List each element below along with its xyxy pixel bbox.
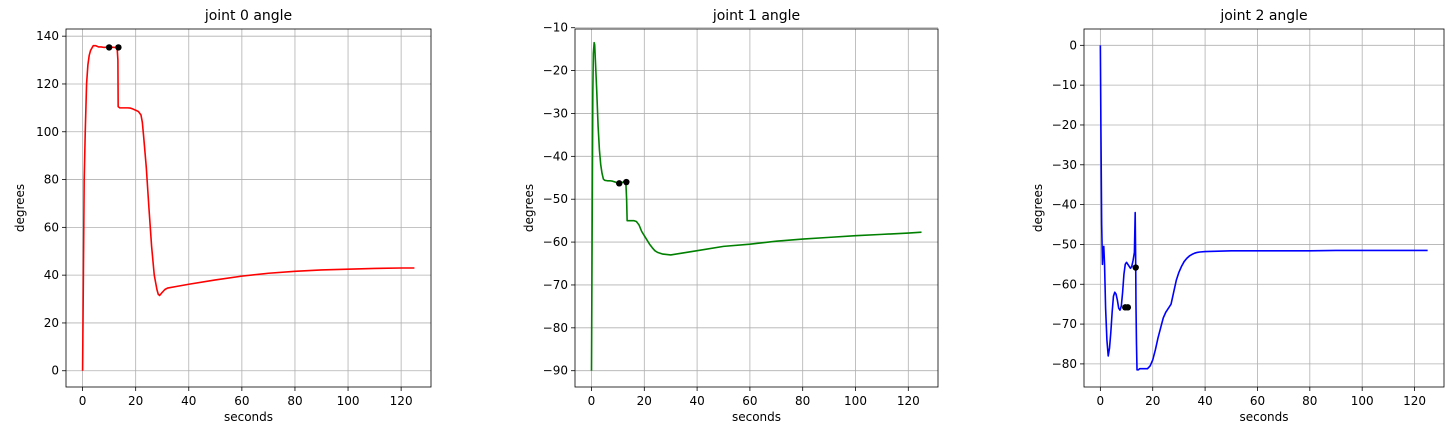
y-tick-label: −30 bbox=[543, 106, 568, 120]
y-tick-label: −20 bbox=[543, 64, 568, 78]
x-tick-label: 20 bbox=[128, 394, 143, 408]
x-tick-label: 120 bbox=[897, 394, 920, 408]
x-tick-label: 100 bbox=[844, 394, 867, 408]
data-point-marker bbox=[105, 44, 113, 51]
chart-panel-1: 0 20 40 60 80 100 120 −90 −80 −70 −60 −50 −40 −30 −20 −… bbox=[522, 8, 939, 424]
x-tick-label: 80 bbox=[287, 394, 302, 408]
x-tick-label: 0 bbox=[79, 394, 87, 408]
y-tick-label: −60 bbox=[1052, 277, 1077, 291]
x-tick-label: 120 bbox=[390, 394, 413, 408]
y-tick-label: −70 bbox=[543, 278, 568, 292]
y-axis-label: degrees bbox=[522, 184, 536, 232]
y-tick-label: −80 bbox=[543, 321, 568, 335]
y-tick-label: 0 bbox=[1069, 38, 1077, 52]
y-tick-label: 40 bbox=[44, 268, 59, 282]
x-axis-label: seconds bbox=[224, 410, 273, 424]
y-tick-label: 80 bbox=[44, 173, 59, 187]
y-tick-label: 100 bbox=[36, 125, 59, 139]
y-tick-label: −10 bbox=[543, 21, 568, 35]
y-tick-label: −40 bbox=[543, 149, 568, 163]
x-tick-label: 40 bbox=[689, 394, 704, 408]
data-point-marker bbox=[616, 180, 623, 187]
y-tick-label: −30 bbox=[1052, 158, 1077, 172]
y-tick-label: −50 bbox=[543, 192, 568, 206]
chart-panel-2: 0 20 40 60 80 100 120 −80 −70 −60 −50 −40 −30 −20 −10 0… bbox=[1031, 8, 1445, 424]
y-tick-label: −80 bbox=[1052, 357, 1077, 371]
x-tick-label: 0 bbox=[588, 394, 596, 408]
data-point-marker bbox=[1132, 264, 1139, 271]
x-tick-label: 120 bbox=[1403, 394, 1426, 408]
chart-panel-0: 0 20 40 60 80 100 120 0 20 40 60 80 100 120 140 joint 0… bbox=[13, 8, 432, 424]
y-tick-label: 20 bbox=[44, 316, 59, 330]
y-tick-label: −60 bbox=[543, 235, 568, 249]
y-tick-label: 0 bbox=[51, 364, 59, 378]
plot-frame bbox=[574, 28, 939, 388]
data-point-marker bbox=[623, 178, 630, 186]
x-axis-label: seconds bbox=[1239, 410, 1288, 424]
x-tick-label: 60 bbox=[234, 394, 249, 408]
y-tick-label: −10 bbox=[1052, 78, 1077, 92]
data-series-line bbox=[81, 44, 415, 371]
y-axis-label: degrees bbox=[1031, 184, 1045, 232]
y-tick-label: −70 bbox=[1052, 317, 1077, 331]
y-tick-label: −20 bbox=[1052, 118, 1077, 132]
data-series-line bbox=[590, 41, 922, 371]
plot-frame bbox=[65, 28, 432, 388]
y-tick-label: −50 bbox=[1052, 237, 1077, 251]
chart-title: joint 0 angle bbox=[204, 8, 292, 24]
y-tick-label: 120 bbox=[36, 77, 59, 91]
x-tick-label: 100 bbox=[1351, 394, 1374, 408]
x-axis-label: seconds bbox=[732, 410, 781, 424]
data-point-marker bbox=[115, 44, 122, 51]
chart-title: joint 1 angle bbox=[712, 8, 800, 24]
y-tick-label: 140 bbox=[36, 29, 59, 43]
chart-title: joint 2 angle bbox=[1219, 8, 1307, 24]
x-tick-label: 80 bbox=[795, 394, 810, 408]
data-series-line bbox=[1099, 45, 1428, 371]
y-tick-label: 60 bbox=[44, 220, 59, 234]
x-tick-label: 80 bbox=[1302, 394, 1317, 408]
x-tick-label: 40 bbox=[1197, 394, 1212, 408]
x-tick-label: 0 bbox=[1097, 394, 1105, 408]
x-tick-label: 20 bbox=[1145, 394, 1160, 408]
y-tick-label: −90 bbox=[543, 364, 568, 378]
y-tick-label: −40 bbox=[1052, 198, 1077, 212]
x-tick-label: 60 bbox=[742, 394, 757, 408]
x-tick-label: 60 bbox=[1250, 394, 1265, 408]
x-tick-label: 100 bbox=[337, 394, 360, 408]
x-tick-label: 20 bbox=[637, 394, 652, 408]
y-axis-label: degrees bbox=[13, 184, 27, 232]
data-point-marker bbox=[1124, 304, 1132, 311]
plot-frame bbox=[1083, 28, 1445, 388]
x-tick-label: 40 bbox=[181, 394, 196, 408]
